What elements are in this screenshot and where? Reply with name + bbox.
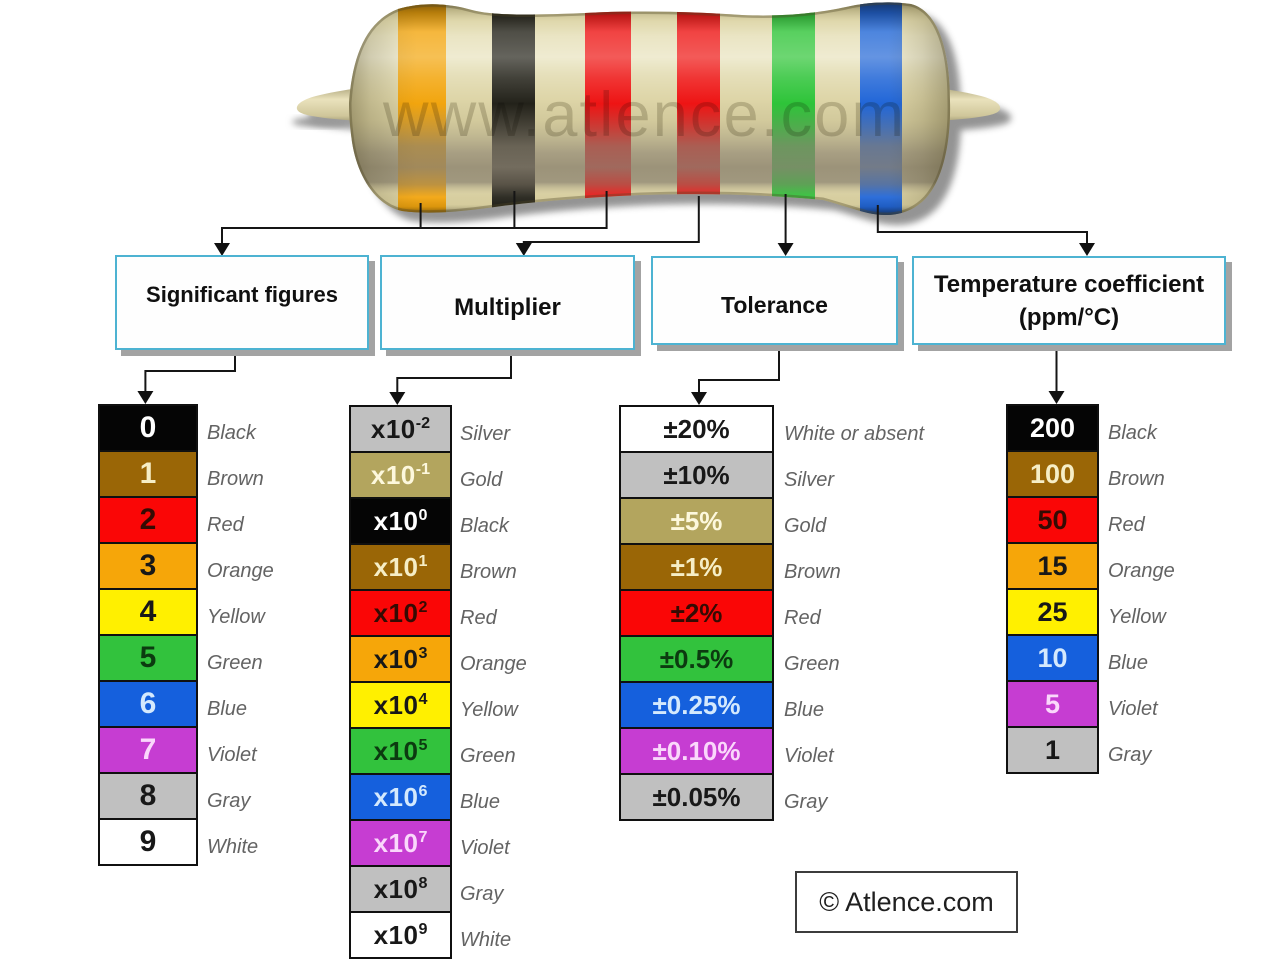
- svg-text:www.atlence.com: www.atlence.com: [382, 80, 906, 150]
